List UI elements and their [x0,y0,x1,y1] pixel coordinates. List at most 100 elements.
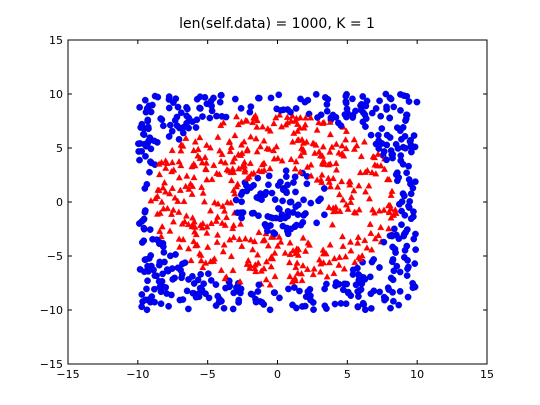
ring-point-triangle [342,127,350,134]
outer-point-circle [390,267,398,275]
outer-point-circle [407,190,415,198]
ring-point-triangle [267,263,275,270]
outer-point-circle [335,280,343,288]
outer-point-circle [304,288,312,295]
ring-point-triangle [243,174,251,182]
ring-point-triangle [292,158,300,165]
outer-point-circle [179,296,187,303]
ring-point-triangle [315,118,323,126]
ring-point-triangle [214,213,222,220]
ring-point-triangle [220,119,227,126]
ring-point-triangle [370,209,378,216]
ring-point-triangle [299,234,307,241]
outer-point-circle [400,192,408,200]
outer-point-circle [143,285,150,293]
outer-point-circle [147,252,155,259]
ring-point-triangle [362,188,369,195]
ring-point-triangle [203,229,211,236]
ring-point-triangle [189,214,197,221]
ring-point-triangle [238,118,245,125]
outer-point-circle [246,108,254,116]
outer-point-circle [166,121,174,129]
ring-point-triangle [168,184,176,191]
ring-point-triangle [299,262,307,269]
core-point-circle [248,209,256,217]
core-point-circle [313,219,320,227]
outer-point-circle [359,93,367,100]
ring-point-triangle [175,208,183,215]
outer-point-circle [401,211,409,219]
outer-point-circle [157,300,165,308]
outer-point-circle [410,208,417,215]
ring-point-triangle [307,114,315,121]
ring-point-triangle [193,241,201,248]
ring-point-triangle [328,143,336,150]
ring-point-triangle [336,253,343,260]
outer-point-circle [372,105,380,112]
ring-point-triangle [168,146,176,154]
outer-point-circle [148,293,156,300]
outer-point-circle [138,239,146,246]
ring-point-triangle [361,236,369,244]
ring-point-triangle [317,152,324,159]
ring-point-triangle [211,199,219,206]
ring-point-triangle [289,138,297,145]
core-point-circle [258,196,265,203]
ring-point-triangle [268,253,275,260]
ring-point-triangle [170,218,177,225]
ring-point-triangle [221,207,228,214]
outer-point-circle [175,135,183,143]
ring-point-triangle [357,255,364,262]
ring-point-triangle [254,259,262,266]
ring-point-triangle [371,153,379,161]
ring-point-triangle [189,182,196,189]
ring-point-triangle [213,169,221,177]
ring-point-triangle [213,238,221,245]
ring-point-triangle [253,123,261,130]
ring-point-triangle [151,194,159,202]
ring-point-triangle [274,154,282,161]
ring-point-triangle [385,175,393,183]
outer-point-circle [140,216,147,224]
ring-point-triangle [288,112,296,119]
outer-point-circle [138,291,146,298]
outer-point-circle [388,232,396,240]
outer-point-circle [391,225,398,233]
outer-point-circle [214,292,222,300]
ring-point-triangle [168,158,176,166]
ring-point-triangle [266,127,274,134]
core-point-circle [300,196,307,204]
outer-point-circle [138,303,146,311]
ring-point-triangle [309,139,317,146]
outer-point-circle [153,236,161,244]
ring-point-triangle [326,118,334,125]
outer-point-circle [151,272,159,279]
ring-point-triangle [180,197,188,204]
outer-point-circle [217,297,225,305]
outer-point-circle [408,143,416,150]
ring-point-triangle [247,133,255,140]
ring-point-triangle [309,270,317,278]
outer-point-circle [404,265,411,273]
ring-point-triangle [229,158,237,165]
ring-point-triangle [175,235,183,242]
outer-point-circle [197,271,205,278]
outer-point-circle [231,95,239,103]
ring-point-triangle [230,233,238,241]
outer-point-circle [226,282,234,290]
ring-point-triangle [276,111,284,118]
outer-point-circle [399,124,407,131]
ring-point-triangle [254,251,262,258]
outer-point-circle [368,109,376,117]
ring-point-triangle [249,118,257,126]
outer-point-circle [185,124,192,132]
ring-point-triangle [252,112,259,119]
ring-point-triangle [296,114,304,121]
ring-point-triangle [294,251,302,258]
ring-point-triangle [350,145,358,152]
outer-point-circle [136,156,143,164]
ring-point-triangle [311,149,319,156]
outer-point-circle [181,259,189,267]
ring-point-triangle [327,183,334,190]
outer-point-circle [199,113,206,120]
